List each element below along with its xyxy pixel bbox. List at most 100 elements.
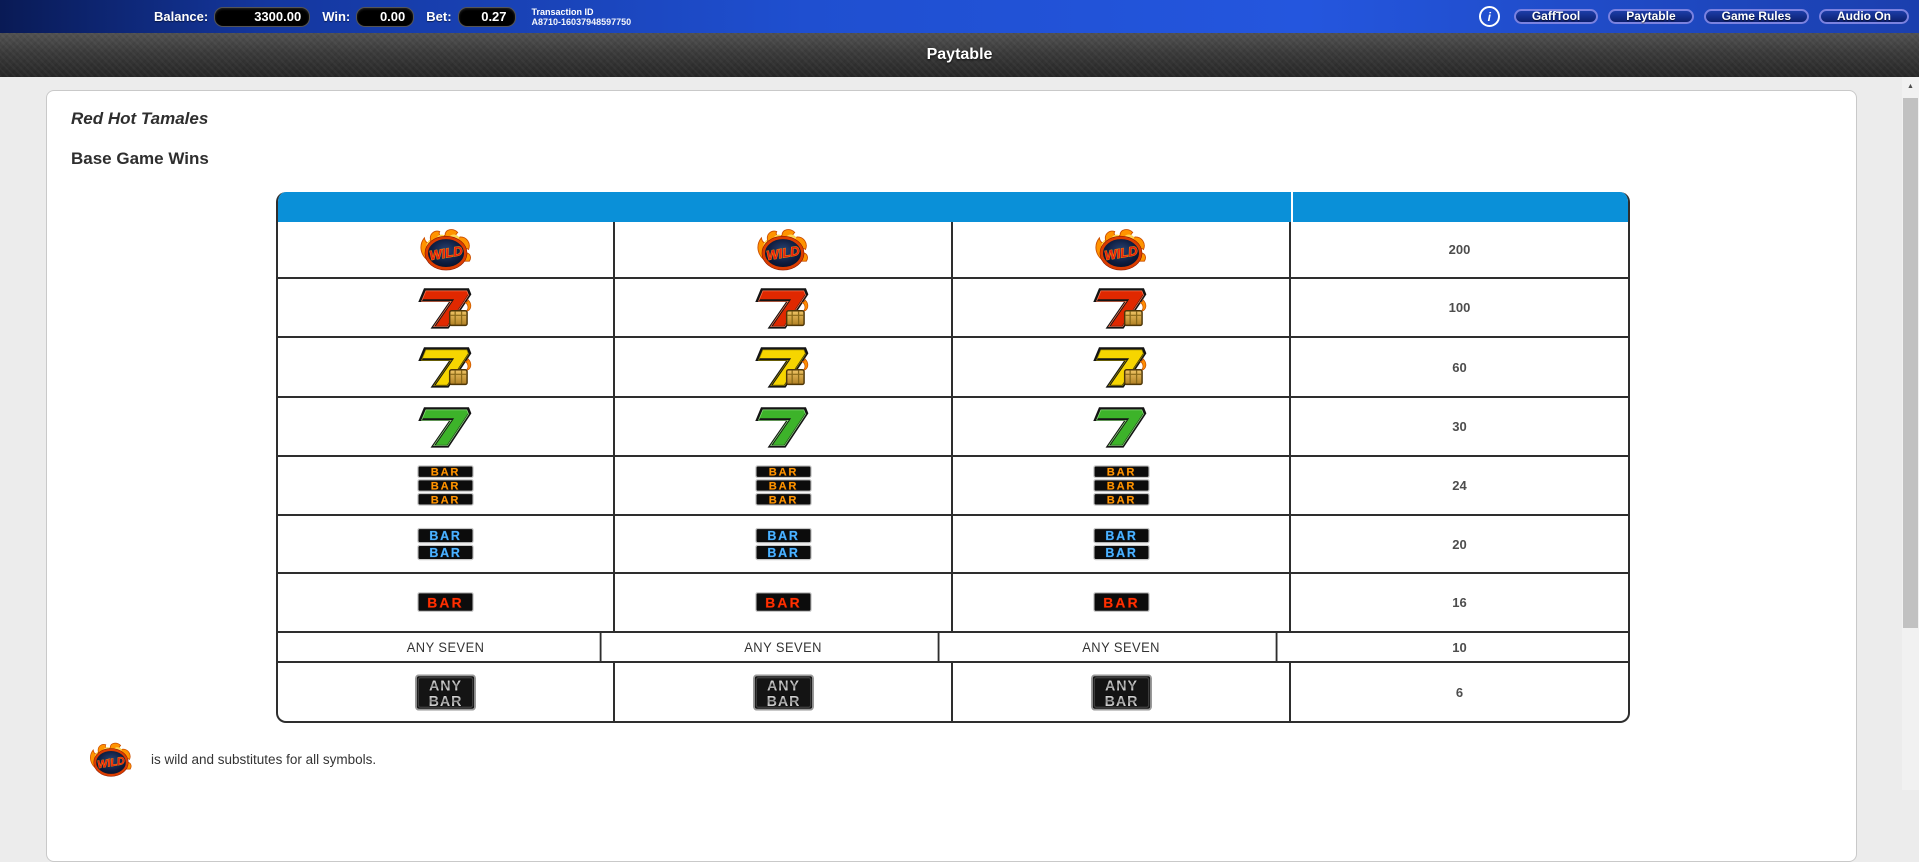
scroll-up-arrow-icon[interactable]: ▲ [1907,82,1914,90]
any-bar-icon [753,674,814,711]
symbol-cell [953,574,1291,631]
green-seven-icon [1091,405,1151,449]
any-bar-icon [415,674,476,711]
vertical-scrollbar[interactable]: ▲ [1902,77,1919,790]
bet-value: 0.27 [457,6,516,27]
symbol-cell [278,574,615,631]
transaction-id: Transaction ID A8710-16037948597750 [532,7,632,27]
paytable-row-triple-bar: 24 [278,455,1628,514]
triple-bar-icon [417,463,474,508]
payout-value: 30 [1452,419,1467,434]
paytable-row-red-seven: 100 [278,277,1628,336]
symbol-cell [953,516,1291,572]
symbol-cell [278,663,615,721]
paytable-row-any-seven: ANY SEVEN ANY SEVEN ANY SEVEN 10 [278,631,1628,661]
symbol-cell [615,222,953,277]
symbol-cell [278,222,615,277]
red-seven-icon [416,286,476,330]
symbol-cell [278,457,615,514]
yellow-seven-icon [1091,345,1151,389]
triple-bar-icon [1093,463,1150,508]
symbol-cell [953,398,1291,455]
any-seven-label: ANY SEVEN [291,633,602,661]
green-seven-icon [416,405,476,449]
top-status-bar: Balance: 3300.00 Win: 0.00 Bet: 0.27 Tra… [0,0,1919,33]
payout-value: 6 [1455,684,1464,700]
wild-icon [87,741,135,778]
any-seven-label: ANY SEVEN [967,633,1278,661]
wild-icon [1092,227,1150,272]
payout-value: 24 [1452,478,1467,493]
paytable-header-row [278,192,1628,222]
symbol-cell [953,457,1291,514]
yellow-seven-icon [416,345,476,389]
double-bar-icon [1093,526,1150,563]
section-title: Base Game Wins [71,149,209,168]
symbol-cell [278,338,615,396]
balance-label: Balance: [154,9,209,24]
paytable-card: Red Hot Tamales Base Game Wins 200 100 6… [46,90,1857,862]
top-nav: i GaffTool Paytable Game Rules Audio On [1478,0,1909,33]
paytable-button[interactable]: Paytable [1608,9,1694,24]
double-bar-icon [417,526,474,563]
single-bar-icon [1093,591,1150,614]
any-bar-icon [1091,674,1152,711]
payout-value: 60 [1452,359,1467,375]
stats-group: Balance: 3300.00 Win: 0.00 Bet: 0.27 Tra… [0,6,632,27]
symbol-cell [953,663,1291,721]
page-title: Paytable [926,46,993,63]
header-column-separator [1291,192,1293,222]
symbol-cell [615,516,953,572]
payout-value: 16 [1452,595,1467,610]
symbol-cell [615,574,953,631]
game-title: Red Hot Tamales [71,109,209,128]
wild-icon [754,227,812,272]
any-seven-label: ANY SEVEN [629,633,940,661]
symbol-cell [615,663,953,721]
win-label: Win: [322,9,351,24]
symbol-cell [278,279,615,336]
symbol-cell [953,338,1291,396]
wild-footnote-text: is wild and substitutes for all symbols. [151,752,377,767]
green-seven-icon [753,405,813,449]
wild-icon [417,227,475,272]
audio-on-button[interactable]: Audio On [1819,9,1909,24]
payout-value: 20 [1452,536,1467,552]
transaction-id-value: A8710-16037948597750 [531,16,632,27]
double-bar-icon [755,526,812,563]
paytable-row-green-seven: 30 [278,396,1628,455]
gafftool-button[interactable]: GaffTool [1513,9,1599,24]
single-bar-icon [755,591,812,614]
payout-value: 100 [1448,300,1471,315]
triple-bar-icon [755,463,812,508]
symbol-cell [953,279,1291,336]
symbol-cell [615,338,953,396]
game-rules-button[interactable]: Game Rules [1703,9,1809,24]
symbol-cell [615,398,953,455]
symbol-cell [953,222,1291,277]
paytable-table: 200 100 60 30 24 [276,192,1630,723]
wild-footnote: is wild and substitutes for all symbols. [87,741,376,778]
payout-value: 10 [1452,639,1467,655]
payout-value: 200 [1448,242,1471,257]
symbol-cell [278,398,615,455]
single-bar-icon [417,591,474,614]
page-header-bar: Paytable [0,33,1919,77]
symbol-cell [278,516,615,572]
paytable-row-single-bar: 16 [278,572,1628,631]
yellow-seven-icon [753,345,813,389]
paytable-row-double-bar: 20 [278,514,1628,572]
red-seven-icon [1091,286,1151,330]
info-icon[interactable]: i [1478,6,1500,27]
paytable-row-wild: 200 [278,222,1628,277]
red-seven-icon [753,286,813,330]
balance-value: 3300.00 [214,6,311,27]
scrollbar-thumb[interactable] [1903,98,1918,628]
paytable-row-yellow-seven: 60 [278,336,1628,396]
symbol-cell [615,457,953,514]
paytable-row-any-bar: 6 [278,661,1628,721]
transaction-id-label: Transaction ID [531,6,594,17]
bet-label: Bet: [426,9,452,24]
win-value: 0.00 [356,6,415,27]
symbol-cell [615,279,953,336]
